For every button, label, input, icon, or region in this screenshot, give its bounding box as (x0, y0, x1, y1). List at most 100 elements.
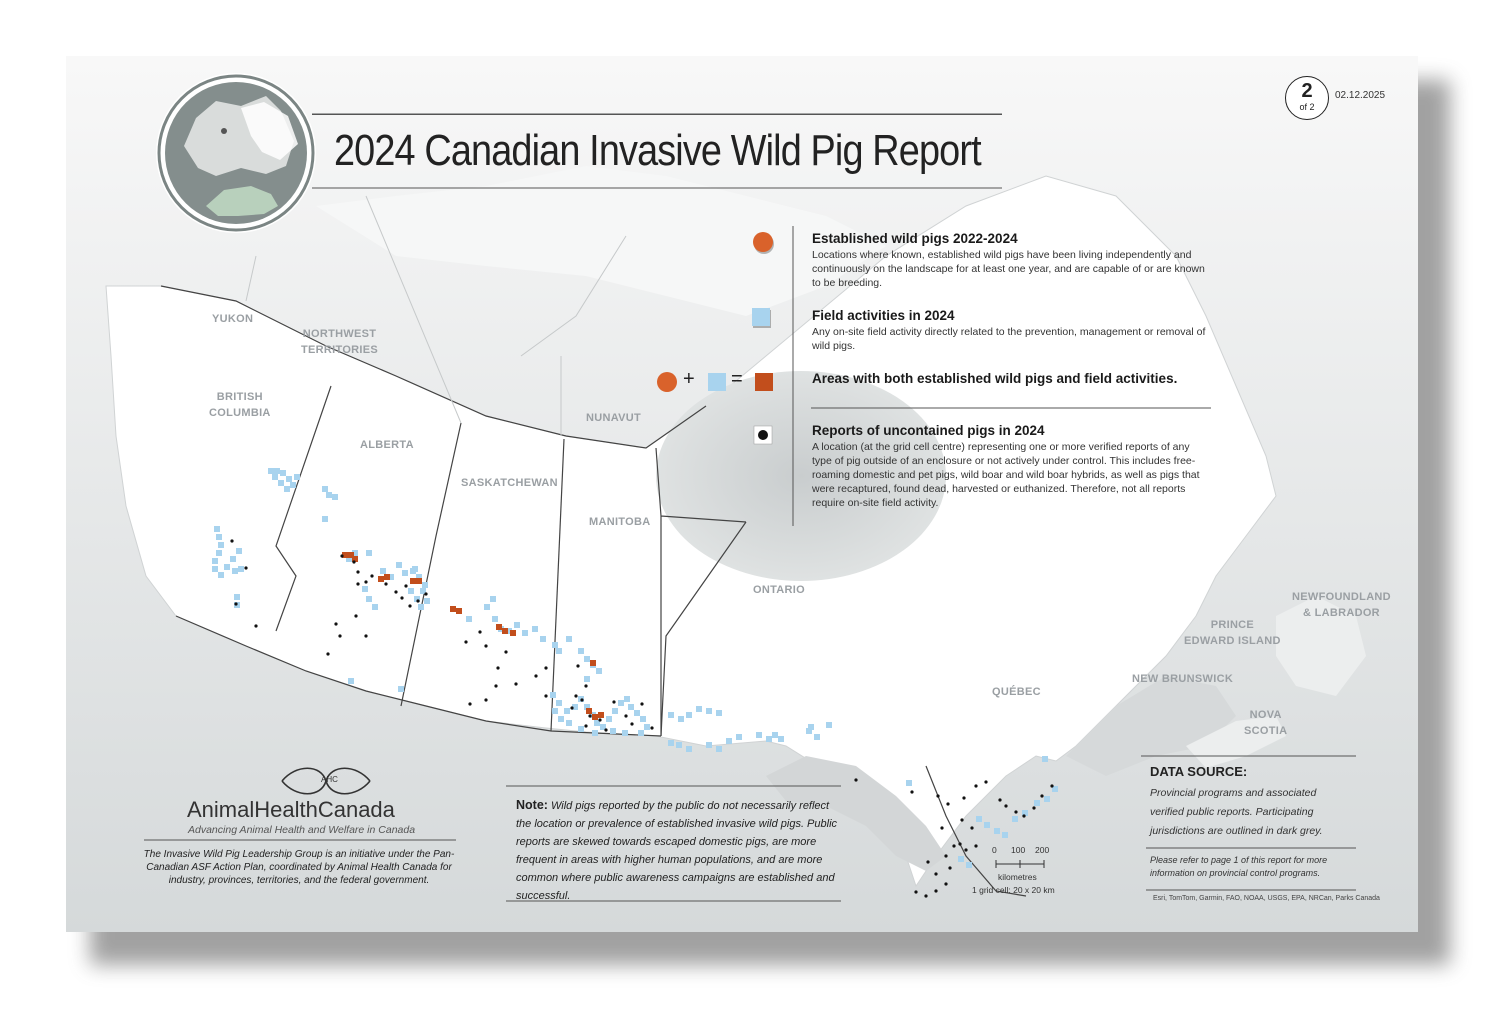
scale-tick-100: 100 (1011, 845, 1025, 855)
field-activity-cell (232, 568, 238, 574)
field-activity-cell (716, 746, 722, 752)
initiative-text: The Invasive Wild Pig Leadership Group i… (134, 848, 464, 887)
uncontained-report-mark (604, 728, 607, 731)
field-activity-cell (826, 722, 832, 728)
uncontained-report-mark (400, 596, 403, 599)
uncontained-report-mark (854, 778, 857, 781)
report-symbol (758, 430, 768, 440)
field-activity-cell (218, 542, 224, 548)
field-activity-cell (976, 816, 982, 822)
established-pig-cell (592, 714, 598, 720)
field-activity-cell (408, 588, 414, 594)
field-activity-cell (628, 704, 634, 710)
field-activity-cell (814, 734, 820, 740)
uncontained-report-mark (944, 854, 947, 857)
established-symbol (753, 232, 773, 252)
title-rule (312, 114, 1002, 115)
field-activity-cell (402, 570, 408, 576)
field-activity-cell (556, 648, 562, 654)
established-pig-cell (384, 574, 390, 580)
field-activity-cell (1002, 832, 1008, 838)
uncontained-report-mark (936, 794, 939, 797)
field-activity-cell (668, 740, 674, 746)
uncontained-report-mark (970, 826, 973, 829)
uncontained-report-mark (424, 592, 427, 595)
both-square-symbol (708, 373, 726, 391)
uncontained-report-mark (584, 684, 587, 687)
field-activity-cell (532, 626, 538, 632)
field-activity-cell (366, 596, 372, 602)
legend-field-text: Any on-site field activity directly rela… (812, 325, 1212, 353)
uncontained-report-mark (612, 700, 615, 703)
legend-established-heading: Established wild pigs 2022-2024 (812, 231, 1018, 246)
field-activity-cell (552, 708, 558, 714)
field-activity-cell (396, 562, 402, 568)
uncontained-report-mark (354, 614, 357, 617)
field-activity-cell (398, 686, 404, 692)
field-activity-cell (1012, 816, 1018, 822)
field-activity-cell (552, 642, 558, 648)
field-activity-cell (638, 730, 644, 736)
uncontained-report-mark (334, 622, 337, 625)
field-activity-cell (280, 470, 286, 476)
label-nl-line1: NEWFOUNDLAND (1292, 591, 1391, 603)
uncontained-report-mark (364, 580, 367, 583)
field-activity-cell (284, 486, 290, 492)
field-activity-cell (644, 724, 650, 730)
uncontained-report-mark (254, 624, 257, 627)
uncontained-report-mark (356, 582, 359, 585)
uncontained-report-mark (468, 702, 471, 705)
established-pig-cell (496, 624, 502, 630)
field-activity-cell (490, 596, 496, 602)
scale-tick-0: 0 (992, 845, 997, 855)
report-card: 2024 Canadian Invasive Wild Pig Report 2… (66, 56, 1418, 932)
field-activity-cell (1034, 800, 1040, 806)
both-circle-symbol (657, 372, 677, 392)
data-source-refer: Please refer to page 1 of this report fo… (1150, 854, 1365, 880)
uncontained-report-mark (926, 860, 929, 863)
legend-plus: + (683, 368, 695, 391)
label-bc-line2: COLUMBIA (209, 407, 271, 419)
uncontained-report-mark (1004, 804, 1007, 807)
established-pig-cell (502, 628, 508, 634)
uncontained-report-mark (974, 844, 977, 847)
uncontained-report-mark (356, 570, 359, 573)
label-bc-line1: BRITISH (217, 391, 263, 403)
field-activity-cell (958, 856, 964, 862)
field-activity-cell (540, 636, 546, 642)
uncontained-report-mark (352, 560, 355, 563)
uncontained-report-mark (1014, 810, 1017, 813)
uncontained-report-mark (584, 724, 587, 727)
uncontained-report-mark (370, 574, 373, 577)
page-title: 2024 Canadian Invasive Wild Pig Report (334, 126, 981, 176)
field-activity-cell (322, 516, 328, 522)
uncontained-report-mark (230, 539, 233, 542)
field-activity-cell (214, 526, 220, 532)
uncontained-report-mark (544, 694, 547, 697)
field-symbol (752, 308, 770, 326)
legend-both-heading: Areas with both established wild pigs an… (812, 371, 1177, 386)
field-activity-cell (216, 534, 222, 540)
uncontained-report-mark (408, 604, 411, 607)
uncontained-report-mark (998, 798, 1001, 801)
legend-uncontained-heading: Reports of uncontained pigs in 2024 (812, 423, 1045, 438)
uncontained-report-mark (960, 818, 963, 821)
field-activity-cell (566, 636, 572, 642)
field-activity-cell (234, 594, 240, 600)
brand-tagline: Advancing Animal Health and Welfare in C… (188, 824, 415, 836)
label-bc: BRITISH COLUMBIA (209, 389, 271, 421)
uncontained-report-mark (574, 694, 577, 697)
uncontained-report-mark (934, 872, 937, 875)
uncontained-report-mark (534, 674, 537, 677)
field-activity-cell (596, 668, 602, 674)
field-activity-cell (592, 730, 598, 736)
field-activity-cell (410, 568, 416, 574)
label-saskatchewan: SASKATCHEWAN (461, 475, 558, 491)
uncontained-report-mark (364, 634, 367, 637)
uncontained-report-mark (384, 582, 387, 585)
uncontained-report-mark (914, 890, 917, 893)
field-activity-cell (584, 656, 590, 662)
field-activity-cell (984, 822, 990, 828)
label-nwt-line1: NORTHWEST (303, 328, 377, 340)
uncontained-report-mark (494, 684, 497, 687)
